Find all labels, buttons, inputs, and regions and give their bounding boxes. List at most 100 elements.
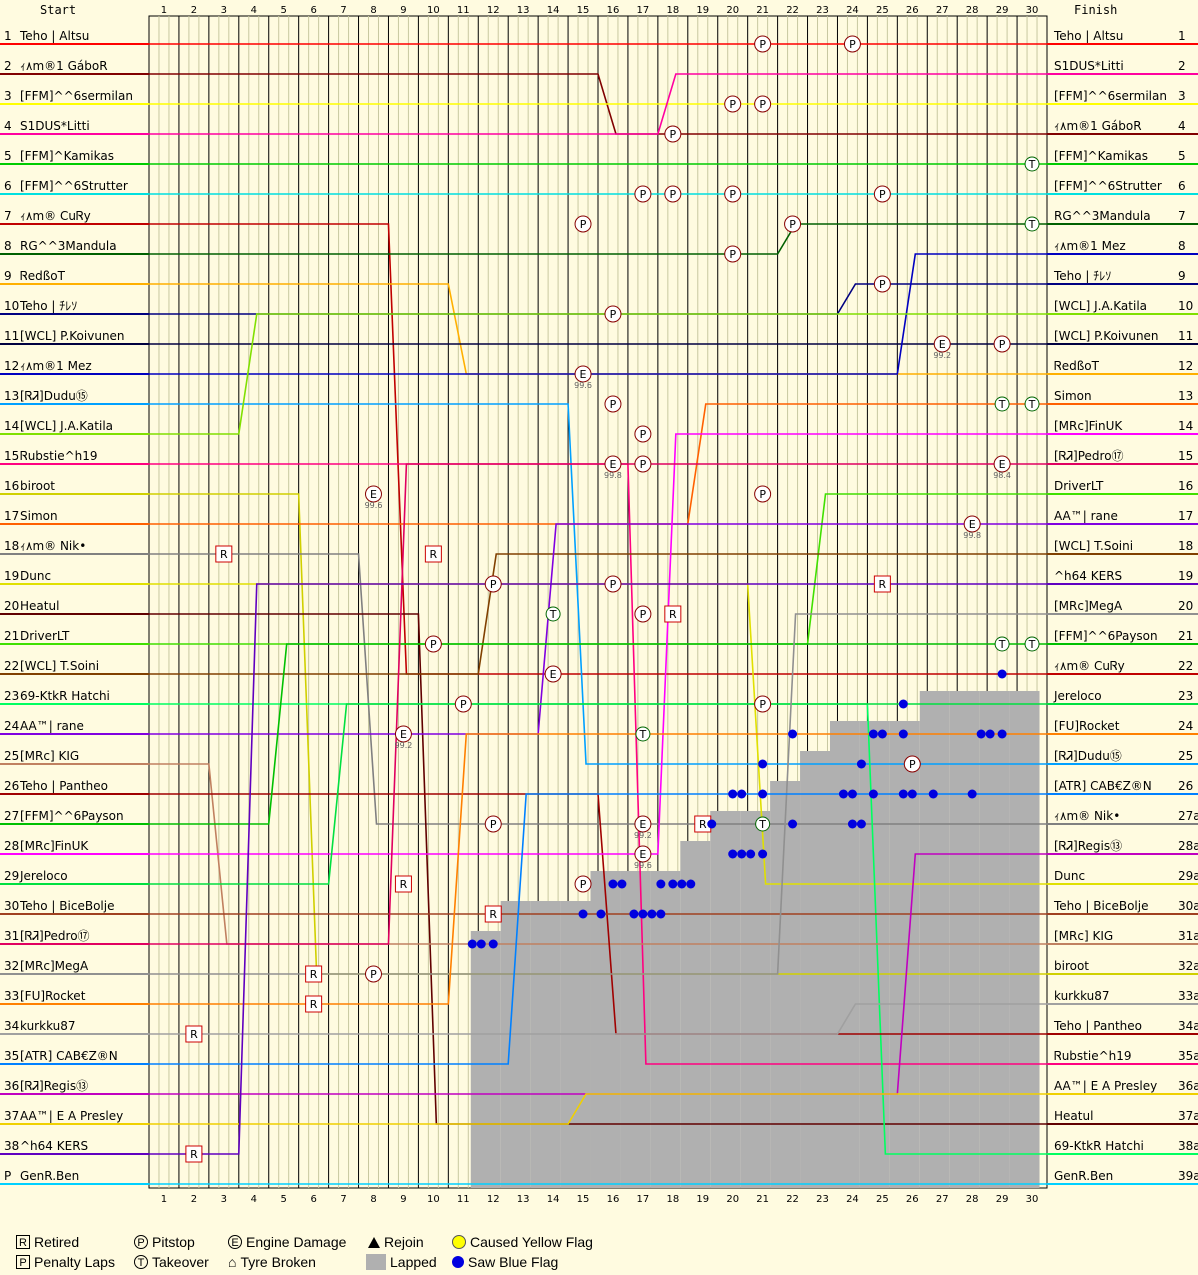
event-marker-label: T: [639, 728, 647, 741]
lap-label-top: 22: [786, 5, 799, 16]
event-marker-label: E: [550, 668, 557, 681]
finish-position-number: 17: [1178, 509, 1193, 523]
start-position-number: 26: [4, 779, 19, 793]
event-marker: E: [963, 515, 981, 533]
pitstop-marker-circle: [993, 335, 1011, 353]
pitstop-marker-circle: [724, 245, 742, 263]
event-value-label: 99.6: [634, 861, 652, 870]
series-line: [149, 463, 1047, 945]
start-position-number: 3: [4, 89, 12, 103]
finish-position-number: 23: [1178, 689, 1193, 703]
event-marker-label: P: [580, 218, 587, 231]
event-marker-label: R: [220, 548, 228, 561]
finish-position-number: 24: [1178, 719, 1193, 733]
start-driver-name: ｨ۸m®1 GáboR: [20, 59, 108, 73]
blue-flag-dot: [728, 789, 738, 799]
event-marker-label: P: [879, 188, 886, 201]
legend-rejoin: Rejoin: [368, 1234, 424, 1250]
event-marker-label: R: [489, 908, 497, 921]
event-marker: E: [544, 665, 562, 683]
blue-flag-dot: [838, 789, 848, 799]
blue-flag-dot: [617, 879, 627, 889]
pitstop-marker-circle: [754, 35, 772, 53]
finish-driver-name: [FU]Rocket: [1054, 719, 1120, 733]
finish-position-number: 11: [1178, 329, 1193, 343]
start-driver-name: [ATR] CAB€Z®N: [20, 1049, 118, 1063]
event-marker-label: P: [849, 38, 856, 51]
event-marker: P: [604, 305, 622, 323]
start-driver-name: Teho | Pantheo: [19, 779, 108, 793]
retired-marker-box: [873, 575, 891, 593]
blue-flag-dot: [746, 849, 756, 859]
lap-label-top: 24: [846, 5, 859, 16]
pitstop-marker-circle: [664, 125, 682, 143]
finish-driver-name: [WCL] T.Soini: [1054, 539, 1133, 553]
pitstop-marker-circle: [484, 575, 502, 593]
lapped-block: [470, 931, 501, 1188]
series-line: [149, 223, 1047, 255]
finish-driver-name: [FFM]^^6Payson: [1054, 629, 1158, 643]
start-driver-name: Ꮢubstie^h19: [20, 449, 98, 463]
event-marker-label: P: [909, 758, 916, 771]
blue-flag-dot: [928, 789, 938, 799]
start-driver-name: [ᏒᏘ]Dudu⑮: [20, 389, 88, 403]
finish-driver-name: ｨ۸m® CuᏒy: [1054, 659, 1125, 673]
pitstop-marker-circle: [604, 395, 622, 413]
lap-label-bottom: 19: [696, 1194, 709, 1205]
start-driver-name: [FFM]^^6sermilan: [20, 89, 133, 103]
event-marker-label: P: [490, 818, 497, 831]
event-marker: R: [185, 1025, 203, 1043]
start-position-number: 12: [4, 359, 19, 373]
event-marker-label: T: [758, 818, 766, 831]
start-position-number: 11: [4, 329, 19, 343]
lap-label-bottom: 26: [906, 1194, 919, 1205]
finish-driver-name: Simon: [1054, 389, 1092, 403]
start-position-number: 25: [4, 749, 19, 763]
lap-label-top: 2: [191, 5, 197, 16]
start-driver-name: Dunc: [20, 569, 51, 583]
legend-takeover-label: Takeover: [152, 1254, 209, 1270]
event-marker-label: P: [759, 488, 766, 501]
event-marker: P: [724, 95, 742, 113]
event-marker: P: [484, 815, 502, 833]
lap-label-top: 8: [370, 5, 376, 16]
finish-driver-name: [ATR] CAB€Z®N: [1054, 779, 1152, 793]
lap-label-top: 30: [1026, 5, 1039, 16]
lap-label-top: 5: [281, 5, 287, 16]
series-line: [149, 313, 1047, 435]
event-value-label: 99.8: [963, 531, 981, 540]
finish-position-number: 30a: [1178, 899, 1198, 913]
blue-flag-icon: [452, 1256, 464, 1268]
blue-flag-dot: [967, 789, 977, 799]
lap-label-top: 7: [340, 5, 346, 16]
lap-label-top: 18: [666, 5, 679, 16]
lap-label-top: 9: [400, 5, 406, 16]
blue-flag-dot: [737, 849, 747, 859]
event-marker-label: T: [998, 398, 1006, 411]
event-marker-label: T: [1028, 638, 1036, 651]
finish-position-number: 18: [1178, 539, 1193, 553]
event-marker: P: [604, 395, 622, 413]
takeover-marker-circle: [545, 606, 561, 622]
lap-label-bottom: 30: [1026, 1194, 1039, 1205]
blue-flag-dot: [847, 789, 857, 799]
retired-marker-box: [424, 545, 442, 563]
blue-flag-dot: [686, 879, 696, 889]
blue-flag-dot: [847, 819, 857, 829]
series-line: [149, 433, 1047, 855]
finish-position-number: 37a: [1178, 1109, 1198, 1123]
legend-penalty-label: Penalty Laps: [34, 1254, 115, 1270]
start-position-number: 36: [4, 1079, 19, 1093]
lap-label-top: 26: [906, 5, 919, 16]
event-marker-label: R: [430, 548, 438, 561]
lap-label-top: 27: [936, 5, 949, 16]
lapped-block: [740, 811, 771, 1188]
start-position-number: 21: [4, 629, 19, 643]
event-marker-label: P: [729, 248, 736, 261]
pitstop-marker-circle: [634, 845, 652, 863]
finish-driver-name: biroot: [1054, 959, 1089, 973]
retired-marker-box: [305, 965, 323, 983]
event-marker-label: T: [1028, 398, 1036, 411]
lap-label-bottom: 14: [547, 1194, 560, 1205]
pitstop-icon: P: [134, 1235, 148, 1249]
